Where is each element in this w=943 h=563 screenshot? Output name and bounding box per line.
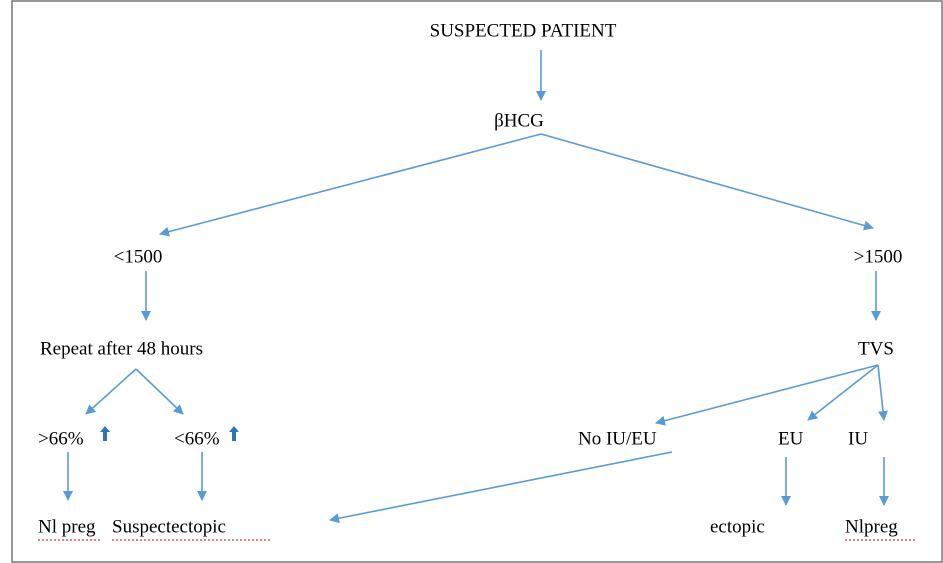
node: TVS bbox=[858, 338, 894, 359]
arrows bbox=[63, 50, 889, 524]
node: <66% bbox=[174, 428, 220, 449]
node: Nlpreg bbox=[845, 516, 898, 537]
node: >1500 bbox=[854, 246, 903, 267]
node: IU bbox=[848, 428, 868, 449]
node: <1500 bbox=[114, 246, 163, 267]
node: Nl preg bbox=[38, 516, 96, 537]
node: βHCG bbox=[494, 110, 544, 131]
node: SUSPECTED PATIENT bbox=[430, 20, 617, 41]
node: EU bbox=[778, 428, 804, 449]
node: Repeat after 48 hours bbox=[40, 338, 203, 359]
node: ectopic bbox=[710, 516, 765, 537]
up-arrow-icons bbox=[100, 426, 239, 441]
node: No IU/EU bbox=[578, 428, 657, 449]
node: Suspectectopic bbox=[112, 516, 226, 537]
node: >66% bbox=[38, 428, 84, 449]
frame bbox=[11, 0, 943, 563]
